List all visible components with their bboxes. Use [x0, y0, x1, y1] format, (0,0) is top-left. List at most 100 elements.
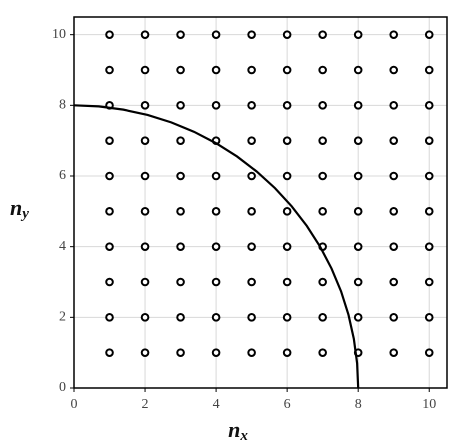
point: [140, 348, 150, 357]
point: [424, 30, 434, 39]
point: [389, 136, 399, 145]
y-label-sub: y: [20, 206, 29, 222]
point: [282, 207, 292, 216]
x-label-main: n: [228, 417, 240, 442]
point: [424, 136, 434, 145]
point: [176, 207, 185, 216]
point: [389, 171, 399, 181]
point: [176, 348, 185, 357]
point: [282, 171, 292, 181]
point: [389, 277, 399, 287]
point: [318, 101, 327, 110]
point: [211, 171, 221, 181]
point: [105, 242, 114, 251]
point: [105, 30, 114, 39]
point: [318, 207, 327, 216]
point: [211, 348, 221, 357]
point: [105, 207, 114, 216]
x-axis-label: nx: [228, 417, 248, 444]
point: [389, 101, 399, 110]
y-tick-label: 4: [59, 239, 66, 254]
x-tick-label: 0: [71, 397, 78, 412]
point: [424, 65, 434, 75]
point: [247, 277, 256, 287]
point: [282, 101, 292, 110]
point: [247, 348, 256, 357]
point: [247, 242, 256, 251]
x-tick-label: 4: [213, 397, 220, 412]
point: [140, 313, 150, 322]
point: [318, 136, 327, 145]
point: [353, 30, 363, 39]
point: [424, 313, 434, 322]
point: [318, 313, 327, 322]
point: [176, 65, 185, 75]
point: [353, 136, 363, 145]
point: [282, 348, 292, 357]
point: [389, 313, 399, 322]
point: [353, 171, 363, 181]
y-tick-label: 0: [59, 380, 66, 395]
point: [318, 277, 327, 287]
y-tick-label: 10: [52, 27, 66, 42]
point: [318, 30, 327, 39]
point: [247, 101, 256, 110]
y-label-main: n: [10, 195, 22, 220]
y-tick-label: 2: [59, 310, 66, 325]
point: [318, 171, 327, 181]
point: [176, 101, 185, 110]
point: [140, 101, 150, 110]
point: [140, 136, 150, 145]
point: [105, 348, 114, 357]
point: [140, 30, 150, 39]
point: [318, 65, 327, 75]
point: [353, 207, 363, 216]
point: [424, 348, 434, 357]
point: [424, 171, 434, 181]
point: [389, 348, 399, 357]
point: [140, 242, 150, 251]
point: [247, 136, 256, 145]
x-label-sub: x: [239, 428, 248, 444]
point: [140, 207, 150, 216]
point: [389, 207, 399, 216]
point: [105, 313, 114, 322]
point: [353, 313, 363, 322]
point: [318, 348, 327, 357]
point: [211, 101, 221, 110]
point: [353, 101, 363, 110]
point: [424, 277, 434, 287]
x-tick-label: 2: [142, 397, 149, 412]
curve: [73, 104, 360, 389]
point: [389, 30, 399, 39]
point: [424, 101, 434, 110]
point: [105, 136, 114, 145]
point: [211, 313, 221, 322]
x-tick-label: 8: [355, 397, 362, 412]
point: [176, 136, 185, 145]
point: [176, 171, 185, 181]
point: [140, 277, 150, 287]
point: [353, 65, 363, 75]
point: [140, 65, 150, 75]
point: [176, 30, 185, 39]
point: [282, 30, 292, 39]
point: [247, 65, 256, 75]
point: [140, 171, 150, 181]
y-tick-label: 8: [59, 98, 66, 113]
point: [211, 242, 221, 251]
point: [105, 277, 114, 287]
point: [282, 136, 292, 145]
point: [247, 207, 256, 216]
point: [282, 277, 292, 287]
x-tick-label: 10: [422, 397, 436, 412]
point: [424, 242, 434, 251]
point: [211, 277, 221, 287]
x-tick-label: 6: [284, 397, 291, 412]
point: [211, 207, 221, 216]
point: [211, 65, 221, 75]
point: [247, 171, 256, 181]
point: [247, 30, 256, 39]
y-axis-label: ny: [10, 195, 29, 222]
